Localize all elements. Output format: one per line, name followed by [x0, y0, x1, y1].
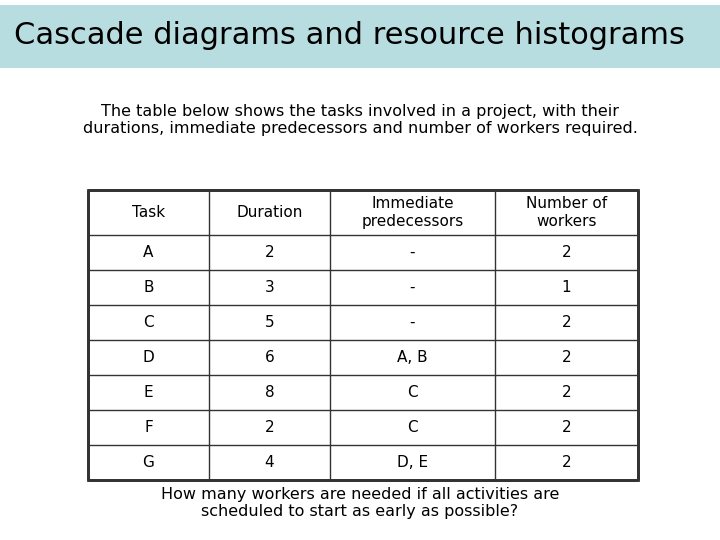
Text: Immediate
predecessors: Immediate predecessors: [361, 196, 464, 228]
Text: Cascade diagrams and resource histograms: Cascade diagrams and resource histograms: [14, 22, 685, 51]
Text: Number of
workers: Number of workers: [526, 196, 607, 228]
Text: G: G: [143, 455, 154, 470]
Text: D: D: [143, 350, 154, 365]
Text: 2: 2: [265, 420, 274, 435]
Text: 5: 5: [265, 315, 274, 330]
Bar: [0, 5, 720, 68]
Text: E: E: [144, 385, 153, 400]
Text: A: A: [143, 245, 153, 260]
Text: 2: 2: [562, 245, 571, 260]
Text: -: -: [410, 245, 415, 260]
Text: A, B: A, B: [397, 350, 428, 365]
Text: How many workers are needed if all activities are
scheduled to start as early as: How many workers are needed if all activ…: [161, 487, 559, 519]
Text: The table below shows the tasks involved in a project, with their
durations, imm: The table below shows the tasks involved…: [83, 104, 637, 136]
Bar: [88, 190, 638, 480]
Text: D, E: D, E: [397, 455, 428, 470]
Text: Task: Task: [132, 205, 165, 220]
Text: -: -: [410, 315, 415, 330]
Text: C: C: [143, 315, 154, 330]
Text: 3: 3: [265, 280, 274, 295]
Text: 4: 4: [265, 455, 274, 470]
Text: F: F: [144, 420, 153, 435]
Text: 1: 1: [562, 280, 571, 295]
Text: 2: 2: [562, 455, 571, 470]
Text: 2: 2: [562, 385, 571, 400]
Text: 2: 2: [265, 245, 274, 260]
Text: 6: 6: [265, 350, 274, 365]
Text: Duration: Duration: [236, 205, 302, 220]
Text: 2: 2: [562, 315, 571, 330]
Text: C: C: [408, 385, 418, 400]
Text: 2: 2: [562, 420, 571, 435]
Text: 2: 2: [562, 350, 571, 365]
Text: -: -: [410, 280, 415, 295]
Text: B: B: [143, 280, 154, 295]
Text: 8: 8: [265, 385, 274, 400]
Text: C: C: [408, 420, 418, 435]
